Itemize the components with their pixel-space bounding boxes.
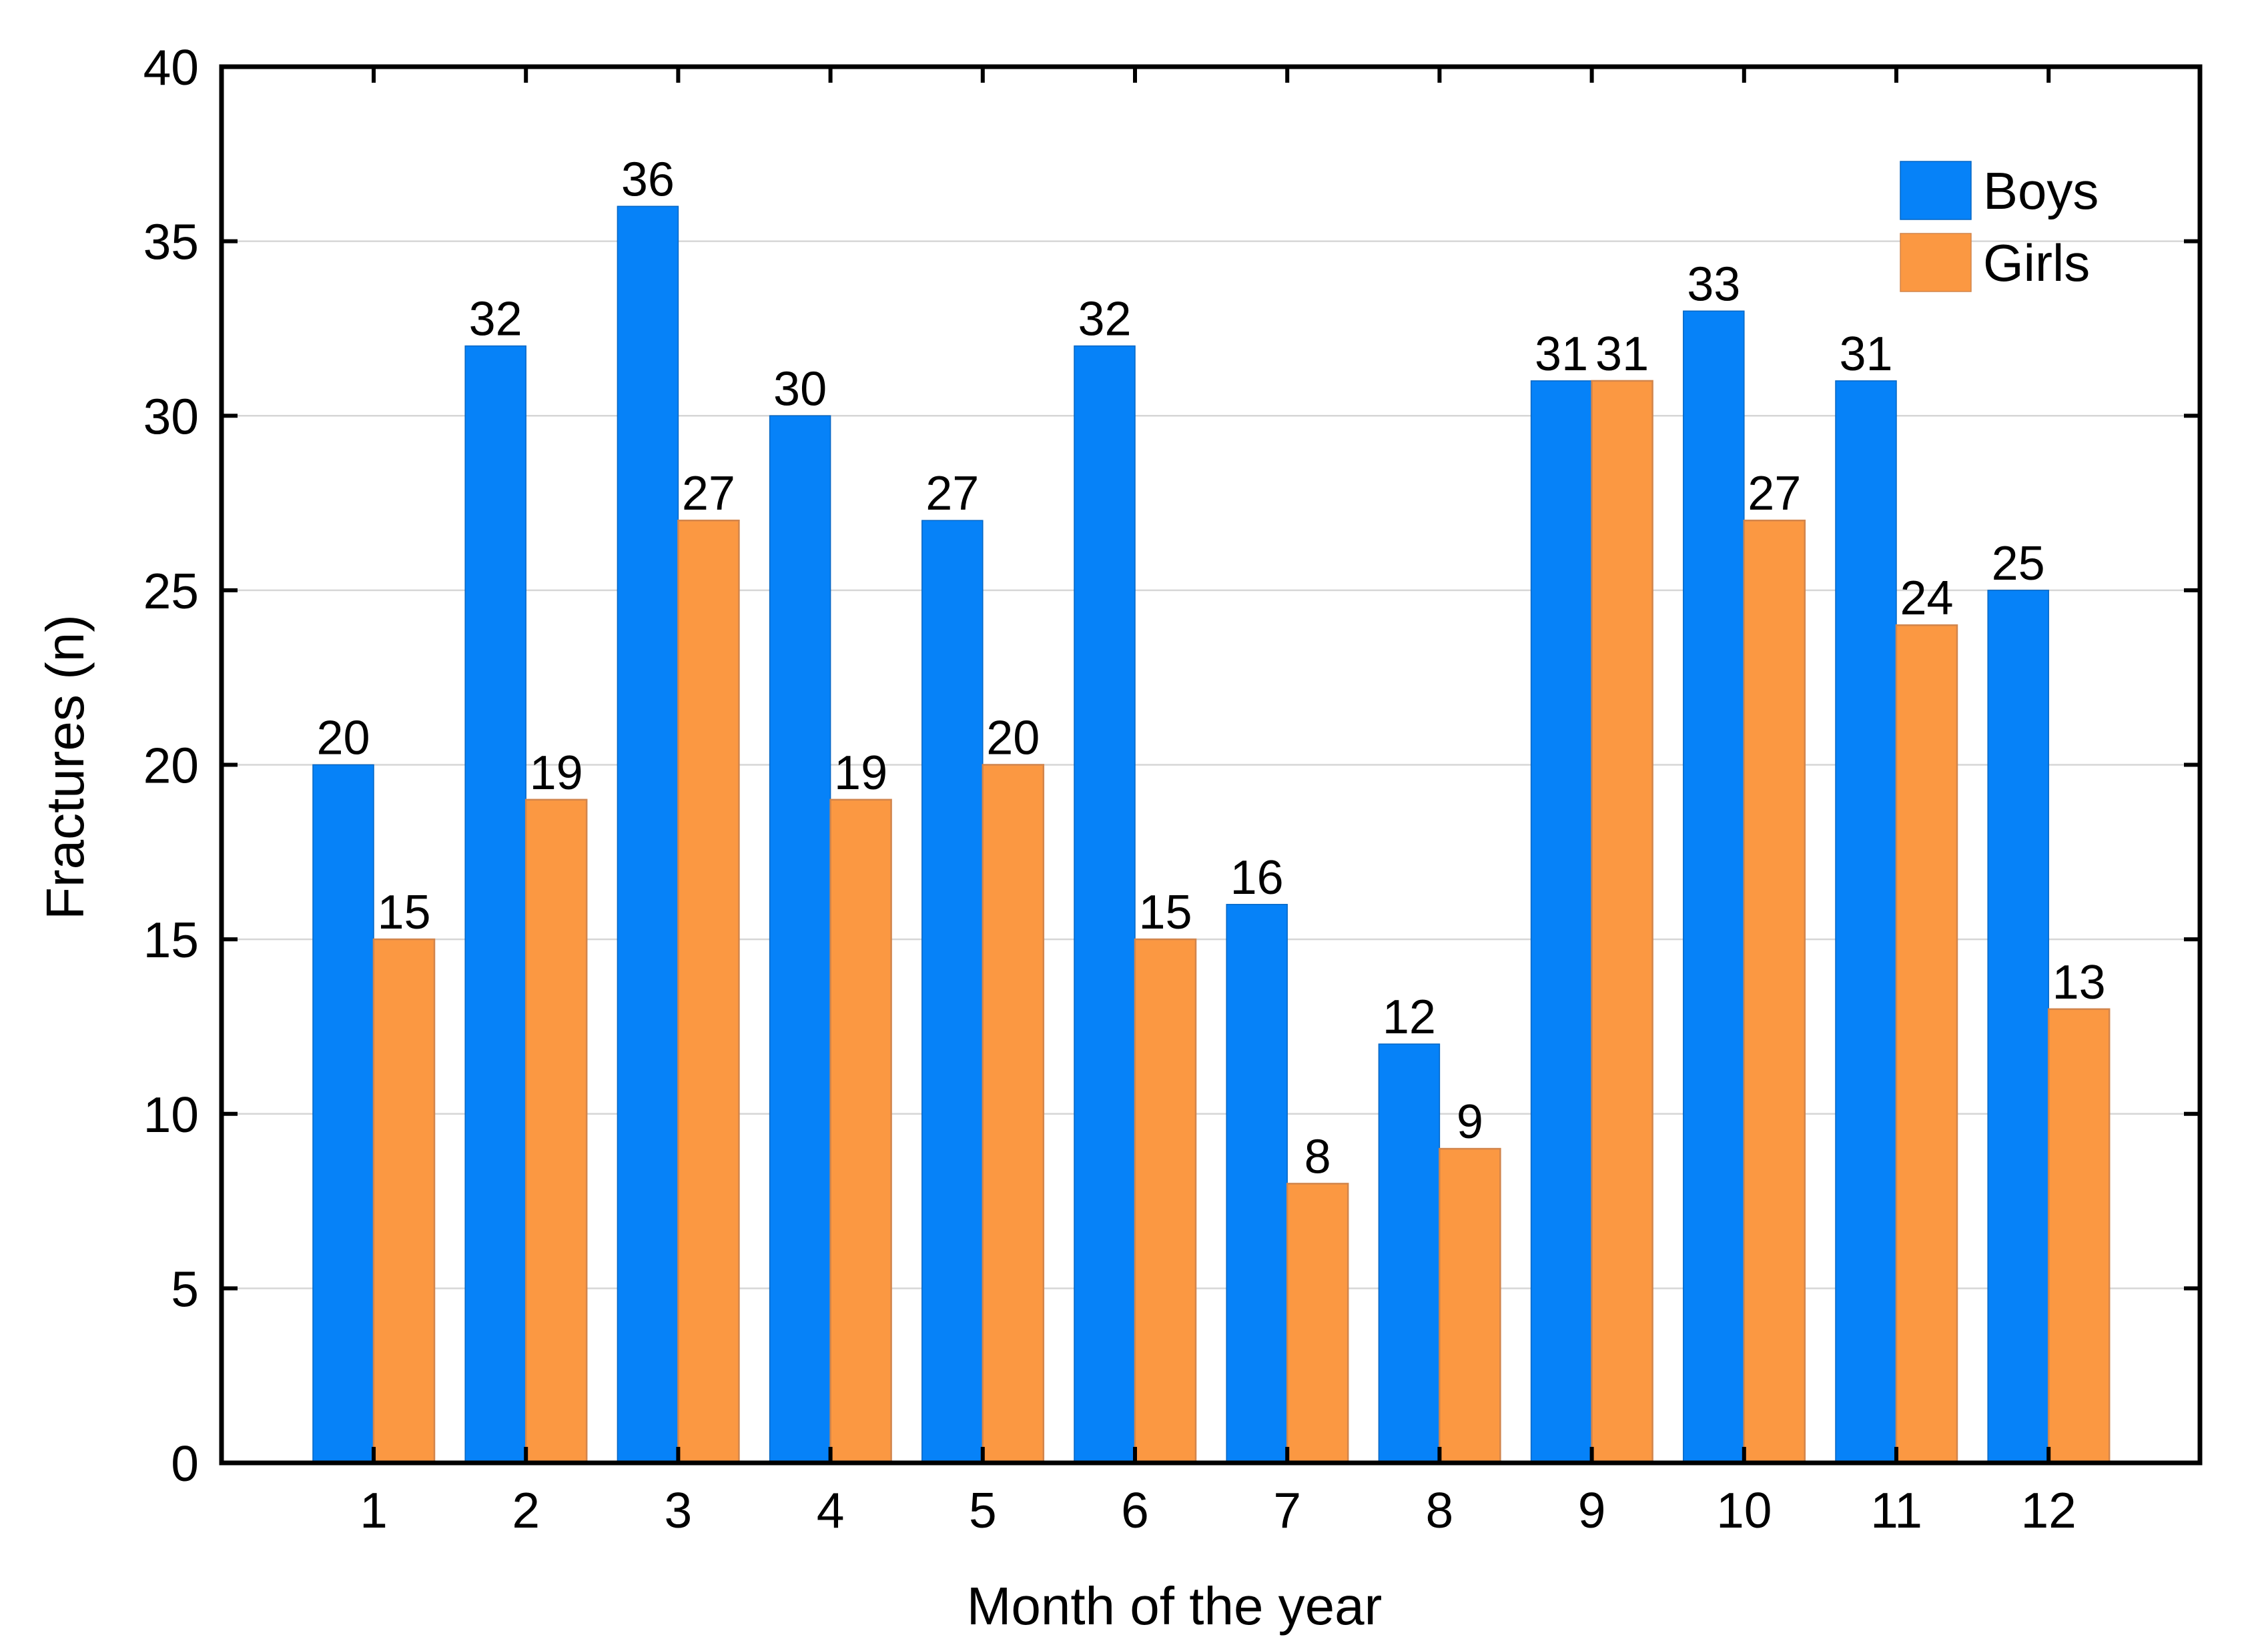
bar-boys-month-6 <box>1074 345 1136 1464</box>
value-label-girls-month-10: 27 <box>1748 467 1801 520</box>
value-label-boys-month-8: 12 <box>1383 991 1436 1044</box>
bar-boys-month-11 <box>1835 380 1897 1464</box>
plot-frame <box>219 64 2203 1466</box>
bar-girls-month-4 <box>829 798 892 1464</box>
bar-boys-month-5 <box>921 520 984 1464</box>
bar-girls-month-3 <box>677 519 740 1464</box>
x-tick-label-8: 8 <box>1426 1482 1454 1538</box>
x-tick-label-5: 5 <box>969 1482 997 1538</box>
bar-girls-month-10 <box>1743 519 1806 1464</box>
x-tick-label-6: 6 <box>1121 1482 1149 1538</box>
legend-label-girls: Girls <box>1983 233 2090 292</box>
y-tick-label-30: 30 <box>143 388 199 444</box>
bar-girls-month-7 <box>1286 1183 1349 1464</box>
value-label-girls-month-6: 15 <box>1138 886 1192 939</box>
bar-girls-month-2 <box>524 798 588 1464</box>
legend-label-boys: Boys <box>1983 161 2099 220</box>
x-tick-label-9: 9 <box>1578 1482 1606 1538</box>
y-tick-label-20: 20 <box>143 738 199 794</box>
y-tick-label-40: 40 <box>143 39 199 95</box>
value-label-girls-month-2: 19 <box>530 746 583 800</box>
axis-ticks <box>223 68 2199 1462</box>
bar-boys-month-2 <box>464 345 526 1464</box>
bar-girls-month-12 <box>2047 1008 2111 1464</box>
x-tick-label-4: 4 <box>817 1482 845 1538</box>
bar-girls-month-11 <box>1895 624 1958 1464</box>
x-tick-label-10: 10 <box>1716 1482 1772 1538</box>
value-label-girls-month-12: 13 <box>2052 956 2106 1009</box>
x-axis-title: Month of the year <box>967 1576 1383 1636</box>
bar-girls-month-8 <box>1439 1147 1501 1464</box>
y-axis-title: Fractures (n) <box>35 614 95 920</box>
value-label-girls-month-11: 24 <box>1900 572 1953 625</box>
bar-boys-month-7 <box>1226 904 1288 1464</box>
bar-boys-month-9 <box>1530 380 1593 1464</box>
x-tick-label-11: 11 <box>1870 1482 1922 1538</box>
value-label-boys-month-10: 33 <box>1687 257 1740 311</box>
value-label-girls-month-4: 19 <box>834 746 887 800</box>
value-label-boys-month-3: 36 <box>621 153 675 206</box>
bar-boys-month-8 <box>1378 1043 1441 1464</box>
x-tick-label-2: 2 <box>512 1482 540 1538</box>
legend-swatch-boys <box>1900 161 1972 220</box>
y-tick-label-35: 35 <box>143 214 199 270</box>
value-label-boys-month-2: 32 <box>469 293 522 346</box>
bar-girls-month-5 <box>982 764 1045 1464</box>
bar-boys-month-3 <box>617 205 679 1464</box>
value-label-boys-month-5: 27 <box>925 467 979 520</box>
bar-girls-month-9 <box>1591 380 1653 1464</box>
value-label-girls-month-3: 27 <box>682 467 735 520</box>
legend: Boys Girls <box>1900 161 2099 292</box>
y-tick-label-15: 15 <box>143 912 199 968</box>
value-label-boys-month-4: 30 <box>773 362 827 416</box>
value-label-boys-month-7: 16 <box>1230 851 1284 905</box>
bar-girls-month-1 <box>372 938 436 1464</box>
value-label-boys-month-11: 31 <box>1839 328 1892 381</box>
x-tick-label-3: 3 <box>665 1482 693 1538</box>
x-tick-label-1: 1 <box>360 1482 388 1538</box>
value-label-boys-month-9: 31 <box>1535 328 1588 381</box>
value-label-girls-month-8: 9 <box>1457 1095 1483 1149</box>
bars <box>312 205 2111 1464</box>
value-label-girls-month-7: 8 <box>1304 1130 1331 1183</box>
x-tick-label-12: 12 <box>2020 1482 2076 1538</box>
y-tick-label-0: 0 <box>171 1436 199 1492</box>
value-label-boys-month-1: 20 <box>316 712 370 765</box>
y-tick-label-10: 10 <box>143 1087 199 1143</box>
value-label-girls-month-5: 20 <box>986 712 1040 765</box>
bar-boys-month-4 <box>769 415 831 1464</box>
legend-swatch-girls <box>1900 233 1972 292</box>
x-tick-label-7: 7 <box>1273 1482 1301 1538</box>
y-tick-labels: 0 5 10 15 20 25 30 35 40 <box>143 39 199 1492</box>
value-label-girls-month-1: 15 <box>377 886 430 939</box>
x-tick-labels: 1 2 3 4 5 6 7 8 9 10 11 12 <box>360 1482 2076 1538</box>
bar-boys-month-1 <box>312 764 374 1464</box>
bar-boys-month-12 <box>1987 590 2049 1464</box>
value-label-boys-month-6: 32 <box>1078 293 1131 346</box>
bar-boys-month-10 <box>1683 310 1745 1464</box>
y-tick-label-25: 25 <box>143 563 199 619</box>
value-label-girls-month-9: 31 <box>1595 328 1649 381</box>
value-label-boys-month-12: 25 <box>1992 537 2045 590</box>
y-tick-label-5: 5 <box>171 1261 199 1317</box>
bar-girls-month-6 <box>1134 938 1197 1464</box>
